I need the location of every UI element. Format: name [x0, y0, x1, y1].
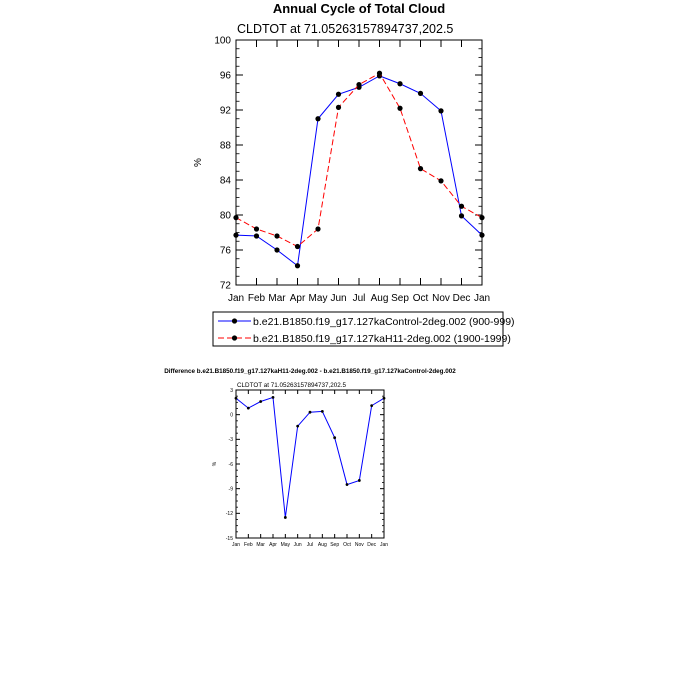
data-point — [320, 409, 324, 413]
y-axis-label: % — [212, 461, 218, 466]
data-point — [271, 396, 275, 399]
data-point — [382, 396, 386, 400]
data-point — [458, 203, 465, 209]
data-point — [296, 424, 300, 428]
data-point — [335, 91, 342, 97]
data-point — [246, 406, 250, 410]
plot-frame — [235, 39, 483, 286]
y-tick-label: 76 — [220, 246, 232, 257]
y-tick-label: 92 — [220, 106, 232, 117]
x-tick-label: Jan — [380, 542, 388, 548]
x-tick-label: Jun — [330, 293, 346, 304]
x-tick-label: Feb — [244, 542, 253, 548]
data-point — [376, 70, 383, 76]
y-tick-label: -15 — [226, 536, 233, 542]
data-point — [335, 104, 342, 110]
data-point — [417, 166, 424, 172]
x-tick-label: Dec — [453, 293, 471, 304]
x-tick-label: Jan — [232, 542, 240, 548]
x-tick-label: Aug — [318, 542, 327, 548]
legend-box — [212, 311, 504, 347]
data-point — [233, 232, 239, 238]
x-tick-label: Dec — [367, 542, 376, 548]
x-tick-label: Jan — [228, 293, 244, 304]
y-tick-label: -6 — [229, 462, 234, 468]
y-tick-label: 96 — [220, 71, 232, 82]
y-tick-label: 80 — [220, 211, 232, 222]
difference-chart: -15 -12 -9 -6 -3 0 3 Jan Feb Mar Apr May Jun Jul Aug Se… — [212, 382, 388, 548]
data-point — [294, 263, 301, 269]
data-point — [345, 483, 349, 486]
x-tick-label: May — [281, 542, 291, 548]
data-point — [458, 213, 465, 219]
x-tick-label: Apr — [290, 293, 306, 304]
x-tick-label: Sep — [330, 542, 339, 548]
x-tick-label: Oct — [413, 293, 429, 304]
y-tick-label: 72 — [220, 281, 232, 292]
x-tick-label: Apr — [269, 542, 277, 548]
data-point — [417, 90, 424, 96]
chart-subtitle: CLDTOT at 71.05263157894737,202.5 — [237, 382, 346, 389]
chart-subtitle: CLDTOT at 71.05263157894737,202.5 — [237, 22, 453, 36]
x-tick-label: Oct — [343, 542, 351, 548]
data-point — [333, 436, 337, 440]
legend-entry-2: b.e21.B1850.f19_g17.127kaH11-2deg.002 (1… — [253, 333, 511, 345]
difference-title: Difference b.e21.B1850.f19_g17.127kaH11-… — [164, 368, 456, 375]
data-point — [438, 108, 444, 114]
data-point — [308, 410, 312, 414]
y-axis-label: % — [193, 158, 204, 167]
data-point — [253, 226, 260, 232]
x-tick-label: Mar — [256, 542, 265, 548]
data-point — [397, 105, 403, 111]
y-tick-label: 0 — [230, 412, 233, 418]
y-tick-label: 3 — [230, 388, 233, 394]
y-tick-label: -3 — [229, 437, 234, 443]
data-point — [283, 516, 287, 519]
series-line-1 — [235, 396, 385, 518]
data-point — [370, 404, 374, 408]
series-line-2 — [235, 72, 483, 248]
legend-entry-1: b.e21.B1850.f19_g17.127kaControl-2deg.00… — [253, 316, 515, 328]
data-point — [357, 479, 361, 482]
data-point — [253, 233, 260, 239]
data-point — [315, 226, 321, 232]
data-point — [234, 396, 238, 400]
x-tick-label: Jun — [294, 542, 302, 548]
data-point — [356, 82, 362, 88]
data-point — [274, 233, 280, 239]
legend-marker — [231, 318, 238, 324]
data-point — [479, 215, 485, 221]
y-tick-label: 88 — [220, 141, 232, 152]
x-tick-label: Jul — [307, 542, 313, 548]
x-tick-label: Feb — [248, 293, 266, 304]
y-tick-label: -9 — [229, 486, 234, 492]
data-point — [438, 178, 444, 184]
legend: b.e21.B1850.f19_g17.127kaControl-2deg.00… — [212, 311, 515, 347]
x-tick-label: Aug — [371, 293, 389, 304]
y-tick-label: -12 — [226, 511, 233, 517]
x-tick-label: Mar — [268, 293, 286, 304]
series-line-1 — [235, 75, 483, 267]
data-point — [274, 247, 280, 253]
data-point — [259, 400, 263, 403]
data-point — [315, 116, 321, 122]
x-tick-label: Jan — [474, 293, 490, 304]
y-tick-label: 100 — [214, 36, 231, 47]
data-point — [397, 81, 403, 87]
x-tick-label: May — [309, 293, 328, 304]
main-title: Annual Cycle of Total Cloud — [273, 1, 445, 16]
x-tick-label: Sep — [391, 293, 409, 304]
x-tick-label: Nov — [355, 542, 364, 548]
data-point — [294, 243, 301, 250]
data-point — [479, 232, 485, 238]
legend-marker — [231, 335, 238, 341]
annual-cycle-chart: 72 76 80 84 88 92 96 100 Jan Feb Mar Apr May Jun Jul Au… — [193, 22, 490, 304]
y-tick-label: 84 — [220, 176, 232, 187]
data-point — [233, 215, 239, 221]
x-tick-label: Jul — [353, 293, 366, 304]
x-tick-label: Nov — [432, 293, 450, 304]
